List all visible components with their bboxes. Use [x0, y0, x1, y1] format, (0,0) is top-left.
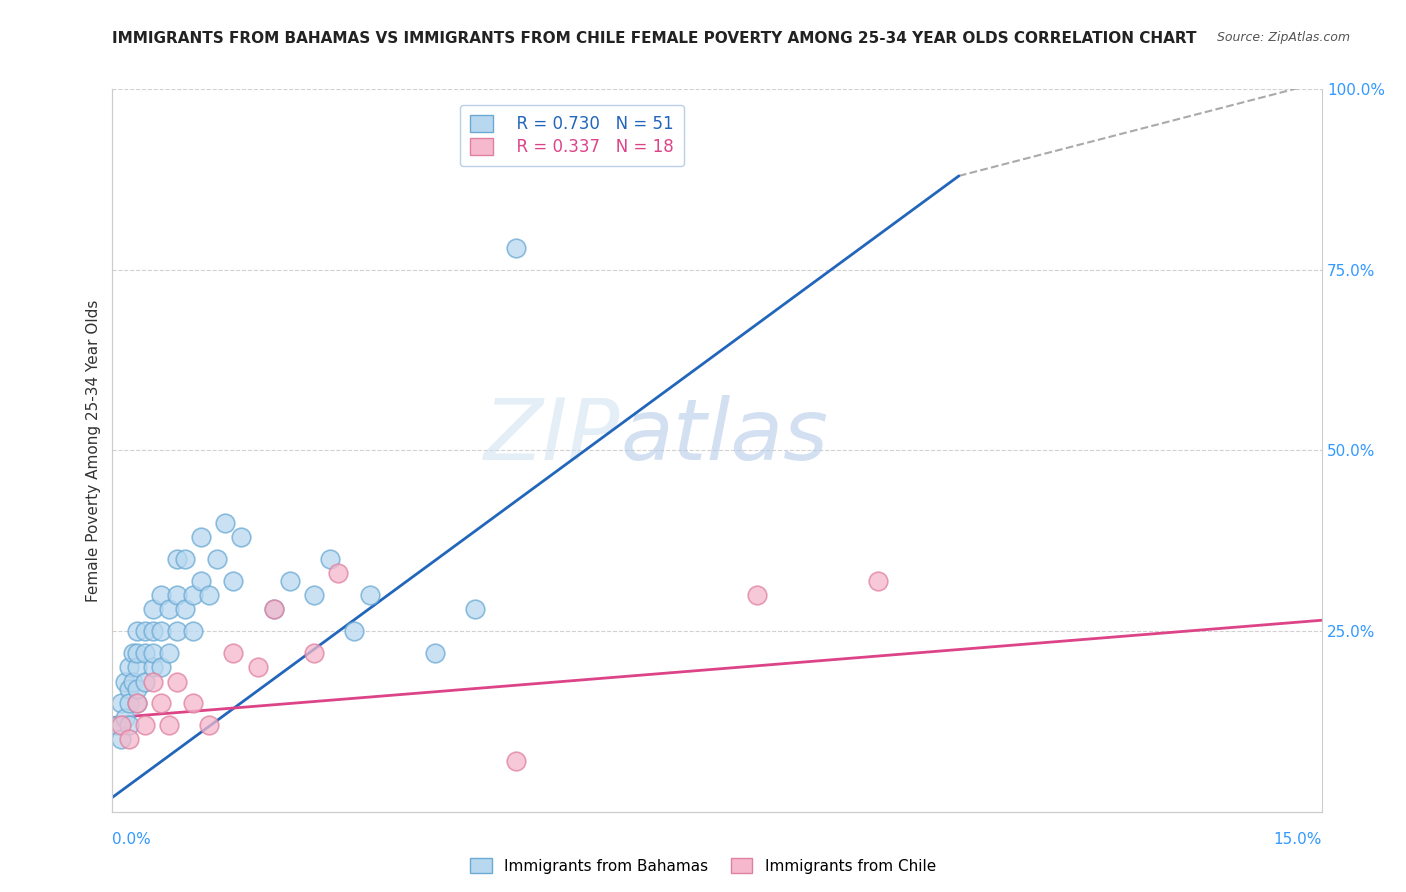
- Point: [343, 624, 366, 639]
- Text: ZIP: ZIP: [484, 394, 620, 477]
- Point: [121, 674, 143, 689]
- Point: [174, 602, 197, 616]
- Point: [246, 660, 269, 674]
- Point: [328, 566, 350, 581]
- Point: [110, 718, 132, 732]
- Text: IMMIGRANTS FROM BAHAMAS VS IMMIGRANTS FROM CHILE FEMALE POVERTY AMONG 25-34 YEAR: IMMIGRANTS FROM BAHAMAS VS IMMIGRANTS FR…: [112, 31, 1197, 46]
- Point: [110, 732, 132, 747]
- Point: [231, 530, 253, 544]
- Point: [359, 588, 381, 602]
- Point: [166, 551, 188, 566]
- Point: [125, 646, 148, 660]
- Point: [190, 574, 212, 588]
- Text: 15.0%: 15.0%: [1274, 832, 1322, 847]
- Legend:   R = 0.730   N = 51,   R = 0.337   N = 18: R = 0.730 N = 51, R = 0.337 N = 18: [460, 104, 685, 166]
- Point: [505, 241, 527, 255]
- Point: [166, 588, 188, 602]
- Point: [263, 602, 285, 616]
- Y-axis label: Female Poverty Among 25-34 Year Olds: Female Poverty Among 25-34 Year Olds: [86, 300, 101, 601]
- Point: [747, 588, 769, 602]
- Point: [181, 696, 204, 710]
- Point: [222, 574, 245, 588]
- Point: [157, 718, 180, 732]
- Point: [125, 660, 148, 674]
- Point: [134, 718, 156, 732]
- Point: [214, 516, 236, 530]
- Point: [117, 681, 139, 696]
- Point: [222, 646, 245, 660]
- Point: [149, 660, 172, 674]
- Point: [142, 602, 165, 616]
- Point: [114, 711, 136, 725]
- Point: [198, 718, 221, 732]
- Point: [464, 602, 486, 616]
- Point: [166, 674, 188, 689]
- Point: [149, 588, 172, 602]
- Point: [174, 551, 197, 566]
- Point: [142, 660, 165, 674]
- Point: [181, 624, 204, 639]
- Point: [125, 696, 148, 710]
- Point: [278, 574, 301, 588]
- Point: [166, 624, 188, 639]
- Text: atlas: atlas: [620, 394, 828, 477]
- Point: [157, 646, 180, 660]
- Point: [302, 588, 325, 602]
- Point: [263, 602, 285, 616]
- Point: [134, 624, 156, 639]
- Point: [125, 681, 148, 696]
- Point: [121, 646, 143, 660]
- Point: [319, 551, 342, 566]
- Point: [142, 624, 165, 639]
- Point: [134, 646, 156, 660]
- Point: [117, 660, 139, 674]
- Point: [125, 696, 148, 710]
- Legend: Immigrants from Bahamas, Immigrants from Chile: Immigrants from Bahamas, Immigrants from…: [464, 852, 942, 880]
- Text: 0.0%: 0.0%: [112, 832, 152, 847]
- Point: [134, 674, 156, 689]
- Point: [190, 530, 212, 544]
- Point: [117, 696, 139, 710]
- Point: [110, 696, 132, 710]
- Text: Source: ZipAtlas.com: Source: ZipAtlas.com: [1216, 31, 1350, 45]
- Point: [149, 696, 172, 710]
- Point: [181, 588, 204, 602]
- Point: [105, 718, 128, 732]
- Point: [198, 588, 221, 602]
- Point: [114, 674, 136, 689]
- Point: [302, 646, 325, 660]
- Point: [157, 602, 180, 616]
- Point: [117, 732, 139, 747]
- Point: [142, 674, 165, 689]
- Point: [149, 624, 172, 639]
- Point: [505, 754, 527, 768]
- Point: [125, 624, 148, 639]
- Point: [868, 574, 890, 588]
- Point: [117, 718, 139, 732]
- Point: [423, 646, 446, 660]
- Point: [207, 551, 229, 566]
- Point: [142, 646, 165, 660]
